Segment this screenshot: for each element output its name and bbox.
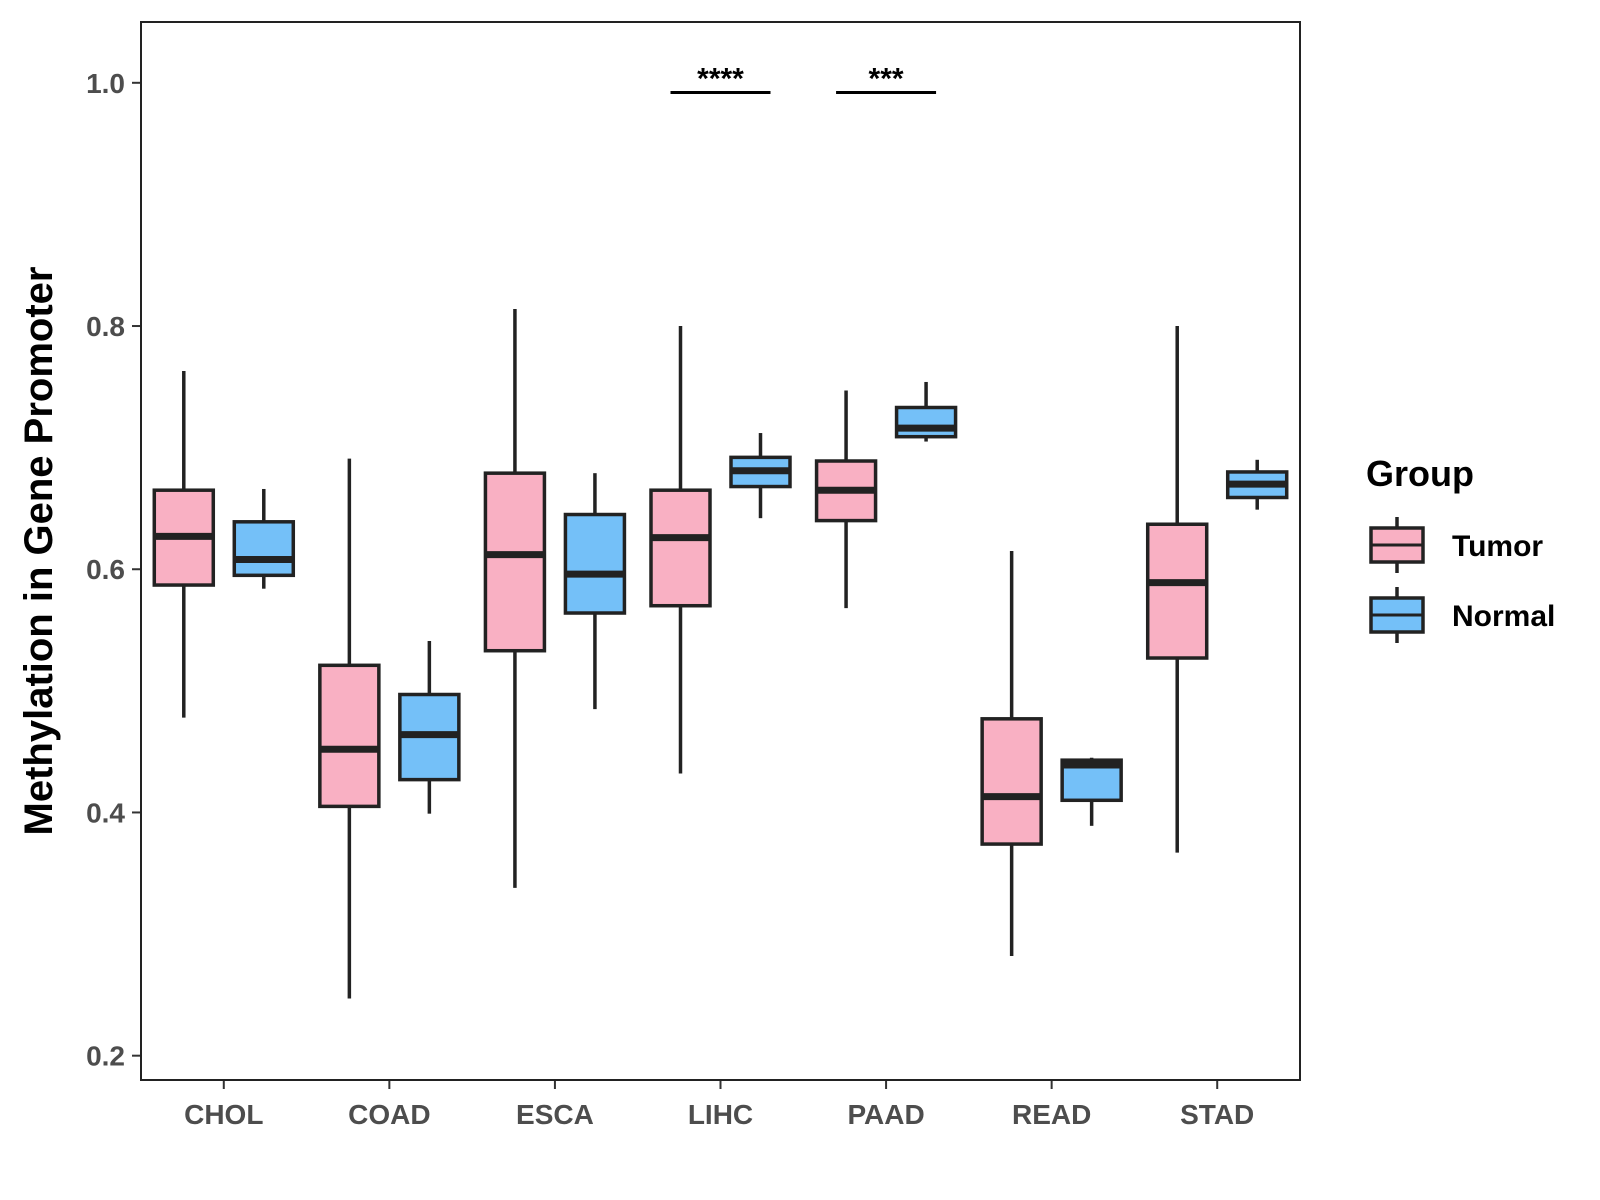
box-tumor-read xyxy=(980,551,1043,956)
y-tick-label: 0.4 xyxy=(86,797,125,828)
plot-panel-border xyxy=(140,21,1301,1081)
box-normal-paad xyxy=(894,381,958,442)
box-iqr xyxy=(563,512,627,615)
box-tumor-stad xyxy=(1145,326,1209,853)
box-iqr xyxy=(232,520,296,578)
box-iqr xyxy=(649,488,712,608)
legend-title: Group xyxy=(1366,453,1474,494)
legend-entry-normal: Normal xyxy=(1369,587,1555,643)
x-tick-label: LIHC xyxy=(688,1099,753,1130)
legend-label: Tumor xyxy=(1452,530,1543,563)
significance-label: **** xyxy=(697,63,744,96)
x-tick-label: ESCA xyxy=(516,1099,594,1130)
box-tumor-paad xyxy=(814,390,878,609)
y-tick-label: 0.2 xyxy=(86,1041,125,1072)
y-tick-label: 0.8 xyxy=(86,311,125,342)
box-iqr xyxy=(1145,522,1209,660)
box-normal-stad xyxy=(1225,459,1289,510)
x-tick-label: STAD xyxy=(1180,1099,1254,1130)
box-normal-coad xyxy=(398,640,461,814)
y-axis: 0.2 0.4 0.6 0.8 1.0 xyxy=(86,68,141,1072)
box-iqr xyxy=(318,663,381,809)
box-normal-read xyxy=(1060,757,1123,826)
x-tick-label: READ xyxy=(1012,1099,1091,1130)
box-normal-chol xyxy=(232,488,296,589)
box-tumor-lihc xyxy=(649,326,712,774)
box-tumor-esca xyxy=(483,308,547,888)
significance-annotations: **** *** xyxy=(670,63,937,96)
box-tumor-coad xyxy=(318,458,381,999)
legend-label: Normal xyxy=(1452,600,1555,633)
x-tick-label: PAAD xyxy=(847,1099,924,1130)
box-normal-esca xyxy=(563,473,627,710)
x-axis: CHOL COAD ESCA LIHC PAAD READ STAD xyxy=(184,1080,1254,1130)
box-iqr xyxy=(894,405,958,439)
legend: Group Tumor Normal xyxy=(1366,453,1555,643)
box-iqr xyxy=(483,471,547,653)
box-normal-lihc xyxy=(729,433,792,519)
significance-label: *** xyxy=(869,63,904,96)
box-iqr xyxy=(980,717,1043,846)
x-tick-label: COAD xyxy=(348,1099,430,1130)
legend-entry-tumor: Tumor xyxy=(1369,517,1543,573)
plot-boxes xyxy=(152,308,1289,999)
y-tick-label: 0.6 xyxy=(86,554,125,585)
x-tick-label: CHOL xyxy=(184,1099,263,1130)
box-tumor-chol xyxy=(152,371,216,718)
y-axis-title: Methylation in Gene Promoter xyxy=(17,267,61,836)
y-tick-label: 1.0 xyxy=(86,68,125,99)
